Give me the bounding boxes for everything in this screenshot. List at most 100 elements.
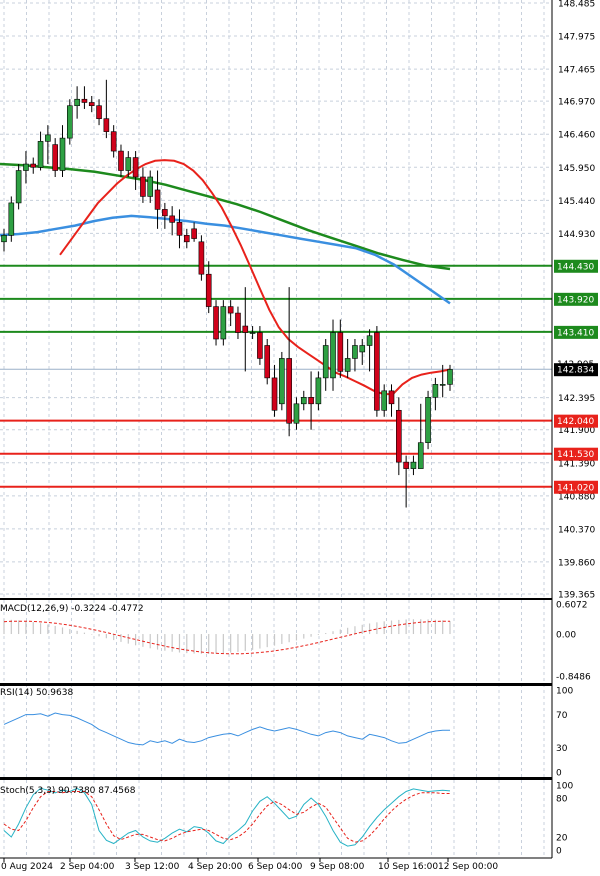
level-tag — [554, 259, 598, 273]
bull-candle — [37, 141, 44, 168]
stoch-tick-label: 100 — [556, 782, 573, 792]
bull-candle — [279, 358, 285, 405]
slow-moving-average-line — [0, 162, 451, 271]
price-tick-label: 147.465 — [558, 66, 595, 76]
bull-candle — [439, 384, 446, 386]
macd-signal-line — [3, 620, 450, 655]
bear-candle — [169, 215, 175, 223]
macd-label: MACD(12,26,9) -0.3224 -0.4772 — [0, 604, 144, 614]
bear-candle — [396, 409, 402, 463]
bear-candle — [162, 209, 168, 217]
bull-candle — [23, 163, 29, 171]
level-label: 143.920 — [557, 295, 594, 305]
rsi-tick-label: 100 — [556, 687, 573, 697]
rsi-tick-label: 30 — [556, 744, 568, 754]
level-label: 143.410 — [557, 328, 594, 338]
level-label: 141.530 — [557, 450, 594, 460]
macd-tick-label: 0.00 — [556, 631, 576, 641]
rsi-tick-label: 0 — [556, 769, 562, 779]
bear-candle — [286, 358, 292, 424]
price-axis: 148.485 147.975 147.465 146.970 146.460 145.9… — [551, 0, 598, 858]
bear-candle — [403, 461, 409, 469]
bear-candle — [191, 228, 197, 239]
bear-candle — [183, 235, 190, 243]
stoch-d-line — [3, 791, 450, 843]
bear-candle — [374, 332, 380, 411]
time-tick-label: 0 Aug 2024 — [1, 862, 53, 872]
level-tag — [554, 325, 598, 339]
bear-candle — [337, 332, 344, 372]
bull-candle — [352, 345, 358, 359]
bear-candle — [227, 306, 234, 314]
bull-candle — [45, 134, 51, 142]
bear-candle — [30, 163, 37, 168]
pane-separator — [0, 683, 552, 686]
bull-candle — [366, 335, 373, 346]
price-tick-label: 148.485 — [558, 0, 595, 10]
bear-candle — [213, 306, 219, 340]
bull-candle — [344, 358, 351, 372]
candles — [1, 79, 453, 508]
bear-candle — [271, 377, 278, 411]
bull-candle — [432, 384, 439, 398]
macd-tick-label: -0.8486 — [556, 673, 591, 683]
bull-candle — [74, 98, 80, 107]
stoch-tick-label: 80 — [556, 795, 568, 805]
bull-candle — [330, 332, 336, 379]
level-label: 141.020 — [557, 483, 594, 493]
bull-candle — [125, 157, 132, 171]
bull-candle — [59, 137, 66, 171]
bull-candle — [417, 442, 424, 469]
price-tick-label: 141.900 — [558, 426, 595, 436]
rsi-tick-label: 70 — [556, 711, 568, 721]
macd-tick-label: 0.6072 — [556, 601, 588, 611]
level-tag — [554, 292, 598, 306]
price-tick-label: 140.370 — [558, 525, 595, 535]
price-tick-label: 139.860 — [558, 558, 595, 568]
bear-candle — [235, 312, 241, 333]
price-tick-label: 140.880 — [558, 492, 595, 502]
bear-candle — [198, 241, 205, 275]
time-tick-label: 12 Sep 00:00 — [438, 862, 498, 872]
rsi-line — [3, 712, 450, 746]
bear-candle — [140, 176, 146, 197]
bear-candle — [118, 150, 124, 171]
price-tick-label: 145.950 — [558, 164, 595, 174]
bull-candle — [322, 345, 329, 379]
bull-candle — [8, 202, 15, 236]
current-price-label: 142.834 — [557, 366, 594, 376]
bear-candle — [132, 157, 139, 178]
price-tick-label: 139.365 — [558, 591, 595, 601]
pane-separator — [0, 598, 552, 600]
bear-candle — [96, 105, 102, 119]
bear-candle — [154, 189, 161, 210]
bull-candle — [425, 397, 431, 443]
bull-candle — [300, 397, 307, 405]
bear-candle — [81, 98, 88, 103]
price-tick-label: 146.970 — [558, 98, 595, 108]
time-tick-label: 10 Sep 16:00 — [378, 862, 438, 872]
price-tick-label: 141.390 — [558, 459, 595, 469]
level-tag — [554, 480, 598, 494]
bear-candle — [110, 131, 117, 152]
bull-candle — [447, 369, 453, 385]
bull-candle — [410, 461, 417, 469]
level-tag — [554, 414, 598, 428]
fast-moving-average-line — [59, 159, 451, 396]
time-tick-label: 3 Sep 12:00 — [125, 862, 180, 872]
level-tag — [554, 447, 598, 461]
bull-candle — [293, 403, 300, 424]
bull-candle — [147, 176, 154, 197]
stoch-k-line — [3, 787, 451, 847]
time-tick-label: 2 Sep 04:00 — [60, 862, 115, 872]
bear-candle — [308, 397, 314, 405]
price-levels — [0, 264, 552, 488]
mid-moving-average-line — [0, 214, 451, 305]
price-tick-label: 145.440 — [558, 197, 595, 207]
bear-candle — [264, 345, 271, 379]
price-tick-label: 144.930 — [558, 230, 595, 240]
level-label: 144.430 — [557, 262, 594, 272]
pane-separator — [0, 777, 552, 780]
bear-candle — [176, 222, 183, 236]
